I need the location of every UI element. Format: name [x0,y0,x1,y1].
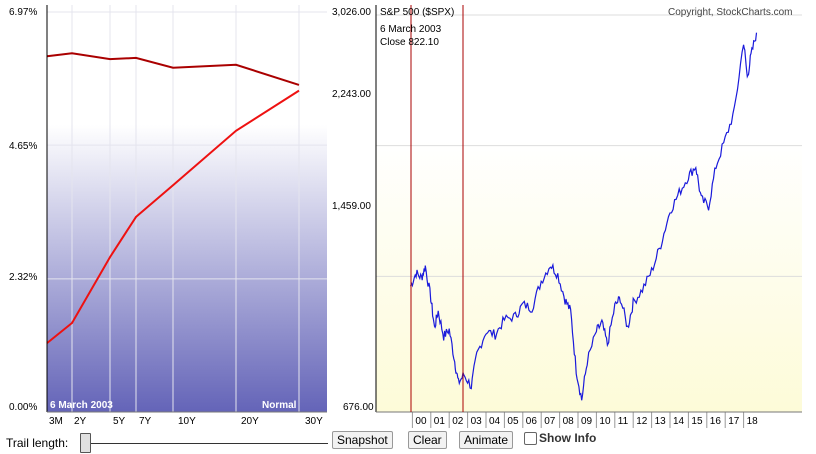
spx-y-tick: 3,026.00 [332,7,371,18]
spx-x-tick: 12 [636,416,648,427]
spx-x-tick: 01 [433,416,445,427]
yield-curve-current [46,89,300,344]
spx-x-tick: 09 [581,416,593,427]
yc-date-label: 6 March 2003 [50,400,113,411]
spx-chart: S&P 500 ($SPX) Copyright, StockCharts.co… [332,0,816,432]
yc-x-tick: 30Y [305,416,323,427]
info-close: Close 822.10 [380,37,439,48]
show-info-label: Show Info [539,431,597,445]
spx-x-tick: 17 [728,416,740,427]
trail-length-slider-thumb[interactable] [80,433,91,453]
spx-x-tick: 03 [470,416,482,427]
yc-x-tick: 20Y [241,416,259,427]
spx-x-tick: 04 [489,416,501,427]
yield-curve-plot [46,5,327,413]
yc-x-tick: 2Y [74,416,87,427]
yc-x-tick: 10Y [178,416,196,427]
spx-x-tick: 18 [746,416,758,427]
yc-gradient-fill [47,125,327,412]
yc-x-tick: 3M [49,416,63,427]
spx-x-tick: 14 [673,416,685,427]
spx-plot [375,5,802,428]
trail-length-slider-track[interactable] [80,443,328,444]
controls-bar: Trail length: Snapshot Clear Animate Sho… [0,431,816,454]
trail-length-label: Trail length: [6,436,69,450]
spx-x-tick: 16 [709,416,721,427]
show-info-checkbox[interactable] [524,432,537,445]
spx-x-tick: 08 [562,416,574,427]
spx-y-tick: 676.00 [343,402,374,413]
spx-y-tick: 2,243.00 [332,89,371,100]
spx-y-tick: 1,459.00 [332,201,371,212]
clear-button[interactable]: Clear [408,431,447,449]
yc-y-tick: 4.65% [9,141,38,152]
yield-curve-trail [46,52,300,86]
spx-x-tick: 13 [654,416,666,427]
yc-x-tick: 7Y [139,416,152,427]
spx-x-tick: 07 [544,416,556,427]
spx-title: S&P 500 ($SPX) [380,7,455,18]
spx-x-tick: 00 [415,416,427,427]
spx-x-tick: 10 [599,416,611,427]
yc-y-tick: 6.97% [9,7,38,18]
spx-x-tick: 02 [452,416,464,427]
spx-x-tick: 05 [507,416,519,427]
yield-curve-chart: 6.97% 4.65% 2.32% 0.00% 3M 2Y 5Y 7Y 10Y … [0,0,330,432]
yc-mode-label: Normal [262,400,297,411]
spx-price-line [410,32,758,401]
copyright-label: Copyright, StockCharts.com [668,7,793,18]
spx-x-tick: 06 [525,416,537,427]
spx-x-tick: 15 [691,416,703,427]
snapshot-button[interactable]: Snapshot [332,431,393,449]
info-date: 6 March 2003 [380,24,442,35]
spx-x-tick: 11 [617,416,629,427]
yc-y-tick: 2.32% [9,272,38,283]
animate-button[interactable]: Animate [459,431,514,449]
yc-y-tick: 0.00% [9,402,38,413]
yc-x-tick: 5Y [113,416,126,427]
